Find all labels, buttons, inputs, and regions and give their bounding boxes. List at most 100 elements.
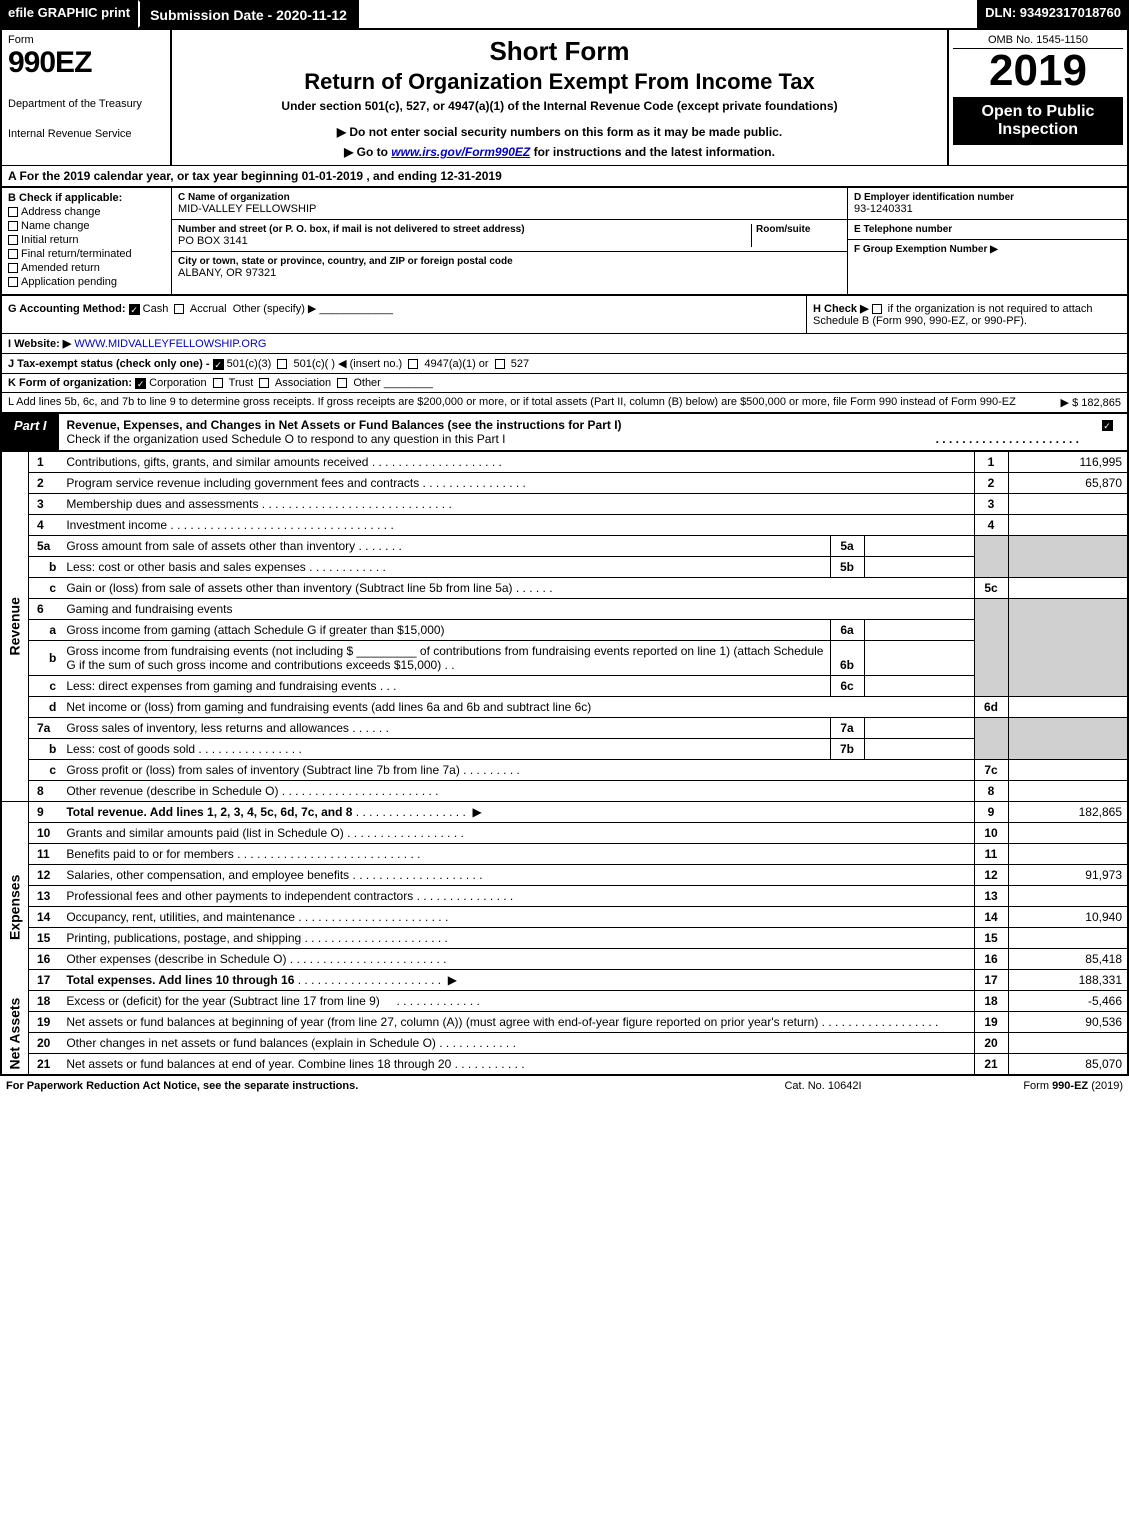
line-11-desc: Benefits paid to or for members xyxy=(66,847,233,861)
line-9-num: 9 xyxy=(29,802,62,823)
line-7a-midnum: 7a xyxy=(830,718,864,739)
line-7c-num: c xyxy=(29,760,62,781)
line-11-rnum: 11 xyxy=(974,844,1008,865)
city-label: City or town, state or province, country… xyxy=(178,256,841,267)
line-17-rnum: 17 xyxy=(974,970,1008,991)
line-20-rval xyxy=(1008,1033,1128,1054)
line-7c-desc: Gross profit or (loss) from sales of inv… xyxy=(66,763,459,777)
website-link[interactable]: WWW.MIDVALLEYFELLOWSHIP.ORG xyxy=(74,338,266,350)
line-16-rval: 85,418 xyxy=(1008,949,1128,970)
chk-name-change: Name change xyxy=(8,220,165,232)
line-5c-desc: Gain or (loss) from sale of assets other… xyxy=(66,581,512,595)
cat-number: Cat. No. 10642I xyxy=(723,1080,923,1092)
line-3-rnum: 3 xyxy=(974,494,1008,515)
line-5b-desc: Less: cost or other basis and sales expe… xyxy=(66,560,305,574)
4947-checkbox xyxy=(408,359,418,369)
cash-label: Cash xyxy=(143,303,169,315)
line-10-rval xyxy=(1008,823,1128,844)
line-10-rnum: 10 xyxy=(974,823,1008,844)
line-5b-num: b xyxy=(29,557,62,578)
cash-checked-icon: ✓ xyxy=(129,304,140,315)
line-12-num: 12 xyxy=(29,865,62,886)
501c3-checked-icon: ✓ xyxy=(213,359,224,370)
opt-501c: 501(c)( ) ◀ (insert no.) xyxy=(293,358,402,370)
line-10-num: 10 xyxy=(29,823,62,844)
line-5b-midval xyxy=(864,557,974,578)
line-6c-desc: Less: direct expenses from gaming and fu… xyxy=(66,679,376,693)
line-5c-num: c xyxy=(29,578,62,599)
line-12-desc: Salaries, other compensation, and employ… xyxy=(66,868,349,882)
goto-suffix: for instructions and the latest informat… xyxy=(534,145,775,159)
line-6a-desc: Gross income from gaming (attach Schedul… xyxy=(66,623,444,637)
section-h-label: H Check ▶ xyxy=(813,303,869,315)
top-bar: efile GRAPHIC print Submission Date - 20… xyxy=(0,0,1129,28)
gross-receipts-text: L Add lines 5b, 6c, and 7b to line 9 to … xyxy=(8,396,1061,409)
line-6d-num: d xyxy=(29,697,62,718)
form-number: 990EZ xyxy=(8,46,164,80)
chk-initial-return: Initial return xyxy=(8,234,165,246)
line-7c-rnum: 7c xyxy=(974,760,1008,781)
section-i: I Website: ▶ WWW.MIDVALLEYFELLOWSHIP.ORG xyxy=(0,333,1129,353)
line-5c-rval xyxy=(1008,578,1128,599)
line-17-rval: 188,331 xyxy=(1008,970,1128,991)
line-7a-num: 7a xyxy=(29,718,62,739)
line-20-num: 20 xyxy=(29,1033,62,1054)
line-19-rval: 90,536 xyxy=(1008,1012,1128,1033)
501c-checkbox xyxy=(277,359,287,369)
section-f-label: F Group Exemption Number ▶ xyxy=(854,244,1121,255)
line-16-num: 16 xyxy=(29,949,62,970)
part-1-subtitle: Check if the organization used Schedule … xyxy=(67,432,506,446)
line-8-num: 8 xyxy=(29,781,62,802)
short-form-title: Short Form xyxy=(182,36,937,67)
line-1-num: 1 xyxy=(29,451,62,473)
line-6-num: 6 xyxy=(29,599,62,620)
opt-4947: 4947(a)(1) or xyxy=(424,358,488,370)
line-7b-midnum: 7b xyxy=(830,739,864,760)
line-6d-rnum: 6d xyxy=(974,697,1008,718)
dept-treasury: Department of the Treasury xyxy=(8,98,164,110)
line-3-desc: Membership dues and assessments xyxy=(66,497,258,511)
line-19-rnum: 19 xyxy=(974,1012,1008,1033)
section-c-label: C Name of organization xyxy=(178,192,841,203)
tax-period: A For the 2019 calendar year, or tax yea… xyxy=(0,165,1129,186)
line-1-desc: Contributions, gifts, grants, and simila… xyxy=(66,455,368,469)
line-21-rnum: 21 xyxy=(974,1054,1008,1076)
form-label: Form xyxy=(8,34,164,46)
org-name: MID-VALLEY FELLOWSHIP xyxy=(178,203,841,215)
section-b-label: B Check if applicable: xyxy=(8,192,165,204)
line-21-rval: 85,070 xyxy=(1008,1054,1128,1076)
line-7a-desc: Gross sales of inventory, less returns a… xyxy=(66,721,349,735)
netassets-sidelabel: Net Assets xyxy=(1,991,29,1076)
section-k: K Form of organization: ✓ Corporation Tr… xyxy=(0,373,1129,392)
line-8-rval xyxy=(1008,781,1128,802)
chk-application-pending: Application pending xyxy=(8,276,165,288)
line-6a-num: a xyxy=(29,620,62,641)
ssn-warning: ▶ Do not enter social security numbers o… xyxy=(182,125,937,139)
line-7b-desc: Less: cost of goods sold xyxy=(66,742,195,756)
line-3-num: 3 xyxy=(29,494,62,515)
association-checkbox xyxy=(259,378,269,388)
line-11-num: 11 xyxy=(29,844,62,865)
chk-final-return: Final return/terminated xyxy=(8,248,165,260)
line-6-desc: Gaming and fundraising events xyxy=(66,602,232,616)
irs-link[interactable]: www.irs.gov/Form990EZ xyxy=(391,145,530,159)
line-19-num: 19 xyxy=(29,1012,62,1033)
line-21-num: 21 xyxy=(29,1054,62,1076)
return-title: Return of Organization Exempt From Incom… xyxy=(182,69,937,95)
line-20-rnum: 20 xyxy=(974,1033,1008,1054)
line-17-desc: Total expenses. Add lines 10 through 16 xyxy=(66,973,294,987)
line-9-rval: 182,865 xyxy=(1008,802,1128,823)
section-d-label: D Employer identification number xyxy=(854,192,1121,203)
website-label: I Website: ▶ xyxy=(8,338,71,350)
opt-association: Association xyxy=(275,377,331,389)
under-section: Under section 501(c), 527, or 4947(a)(1)… xyxy=(182,99,937,113)
trust-checkbox xyxy=(213,378,223,388)
line-1-rval: 116,995 xyxy=(1008,451,1128,473)
section-l: L Add lines 5b, 6c, and 7b to line 9 to … xyxy=(0,392,1129,412)
opt-trust: Trust xyxy=(229,377,254,389)
line-10-desc: Grants and similar amounts paid (list in… xyxy=(66,826,343,840)
line-18-desc: Excess or (deficit) for the year (Subtra… xyxy=(66,994,379,1008)
form-org-label: K Form of organization: xyxy=(8,377,132,389)
line-5c-rnum: 5c xyxy=(974,578,1008,599)
line-21-desc: Net assets or fund balances at end of ye… xyxy=(66,1057,451,1071)
